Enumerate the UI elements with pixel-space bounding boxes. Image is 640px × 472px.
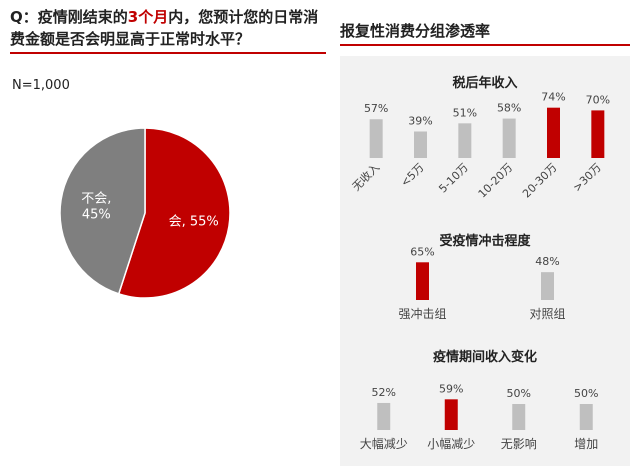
bars2-category-label-1: 对照组 bbox=[529, 307, 565, 321]
bars1-bar-2 bbox=[458, 123, 472, 158]
sample-size-label: N=1,000 bbox=[12, 78, 70, 93]
bars1-category-label-5: >30万 bbox=[571, 161, 604, 194]
question-title: Q：疫情刚结束的3个月内，您预计您的日常消费金额是否会明显高于正常时水平？ bbox=[10, 6, 326, 50]
bars2-value-label-1: 48% bbox=[535, 255, 559, 268]
pie-slice-yes bbox=[117, 128, 230, 298]
bars3-bar-3 bbox=[579, 404, 593, 430]
income-bar-chart: 57% 无收入 39% <5万 51% 5-10万 58% 10-20万 74% 20-30万 70… bbox=[349, 92, 610, 201]
bars3-value-label-1: 59% bbox=[439, 382, 463, 395]
bars1-value-label-3: 58% bbox=[497, 102, 521, 115]
bars3-value-label-3: 50% bbox=[574, 387, 598, 400]
bars3-bar-0 bbox=[377, 402, 391, 430]
pie-slice-no bbox=[60, 128, 146, 295]
bars1-category-label-1: <5万 bbox=[398, 161, 426, 189]
bars3-category-label-3: 增加 bbox=[574, 437, 598, 451]
bars1-bar-4 bbox=[547, 107, 560, 158]
bars3-category-label-0: 大幅减少 bbox=[360, 436, 408, 451]
income-change-bar-chart: 52% 大幅减少 59% 小幅减少 50% 无影响 50% 增加 bbox=[360, 382, 599, 451]
consumption-pie-chart: 会, 55% 不会, 45% bbox=[60, 128, 230, 298]
bars1-value-label-5: 70% bbox=[586, 93, 610, 106]
bars3-bar-1 bbox=[444, 399, 458, 430]
bars1-bar-5 bbox=[591, 110, 605, 158]
bars1-category-label-0: 无收入 bbox=[349, 160, 382, 193]
pie-label-yes: 会, 55% bbox=[169, 215, 219, 230]
bars3-value-label-2: 50% bbox=[507, 387, 531, 400]
question-suffix: 内，您预计您的日常消费金额是否会明显高于正常时水平？ bbox=[10, 8, 319, 48]
question-highlight: 3个月 bbox=[127, 8, 169, 26]
bars1-bar-1 bbox=[414, 131, 427, 158]
bars2-bar-1 bbox=[541, 272, 554, 300]
bars1-category-label-4: 20-30万 bbox=[520, 161, 560, 201]
bars1-category-label-3: 10-20万 bbox=[476, 161, 516, 201]
bars1-value-label-4: 74% bbox=[541, 92, 565, 104]
panel-title: 报复性消费分组渗透率 bbox=[340, 22, 491, 40]
bars3-value-label-0: 52% bbox=[372, 386, 396, 399]
question-underline bbox=[10, 52, 326, 54]
impact-section-title: 受疫情冲击程度 bbox=[439, 234, 531, 249]
bars2-bar-0 bbox=[416, 262, 429, 300]
bars1-category-label-2: 5-10万 bbox=[436, 161, 471, 196]
bars1-bar-3 bbox=[502, 118, 516, 158]
bars3-bar-2 bbox=[512, 404, 526, 430]
bars3-category-label-1: 小幅减少 bbox=[427, 436, 475, 451]
question-prefix: Q：疫情刚结束的 bbox=[10, 8, 128, 26]
income-section-title: 税后年收入 bbox=[452, 76, 518, 91]
bars3-category-label-2: 无影响 bbox=[501, 436, 537, 451]
bars1-value-label-1: 39% bbox=[408, 114, 432, 127]
pie-label-no: 不会, 45% bbox=[81, 191, 111, 222]
panel-title-underline bbox=[340, 44, 630, 46]
bars1-value-label-2: 51% bbox=[453, 106, 477, 119]
bars1-value-label-0: 57% bbox=[364, 102, 388, 115]
bars1-bar-0 bbox=[369, 119, 383, 158]
impact-bar-chart: 65% 强冲击组 48% 对照组 bbox=[398, 246, 565, 321]
bars2-value-label-0: 65% bbox=[410, 246, 434, 258]
income-change-section-title: 疫情期间收入变化 bbox=[432, 350, 537, 365]
penetration-panel: 税后年收入 57% 无收入 39% <5万 51% 5-10万 58% 10-20万 74% 20… bbox=[340, 56, 630, 466]
bars2-category-label-0: 强冲击组 bbox=[398, 306, 446, 321]
